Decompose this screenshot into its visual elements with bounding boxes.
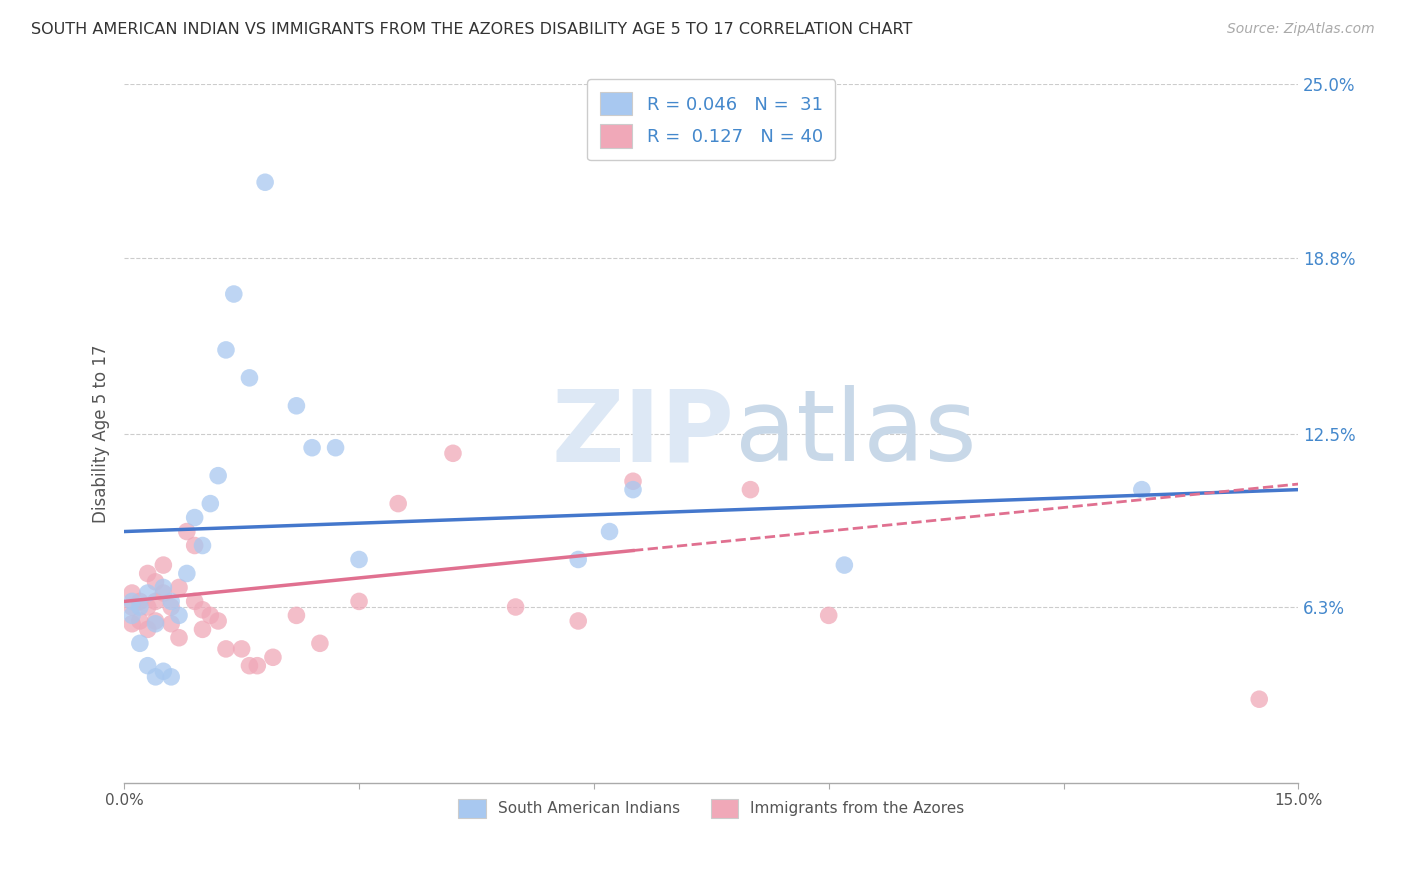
Point [191,623,214,637]
Point [128,594,150,608]
Point [285,608,308,623]
Point [238,658,260,673]
Point [121,616,143,631]
Point [325,441,347,455]
Point [441,446,464,460]
Point [1130,483,1153,497]
Point [207,468,229,483]
Point [238,371,260,385]
Point [246,658,269,673]
Point [152,665,174,679]
Point [160,599,183,614]
Point [347,594,370,608]
Point [621,483,644,497]
Point [167,631,190,645]
Point [262,650,284,665]
Point [136,586,159,600]
Point [183,594,205,608]
Point [183,539,205,553]
Point [200,608,222,623]
Point [309,636,332,650]
Point [176,524,198,539]
Point [152,586,174,600]
Point [387,497,409,511]
Point [301,441,323,455]
Point [200,497,222,511]
Text: Source: ZipAtlas.com: Source: ZipAtlas.com [1227,22,1375,37]
Y-axis label: Disability Age 5 to 17: Disability Age 5 to 17 [93,344,110,523]
Text: SOUTH AMERICAN INDIAN VS IMMIGRANTS FROM THE AZORES DISABILITY AGE 5 TO 17 CORRE: SOUTH AMERICAN INDIAN VS IMMIGRANTS FROM… [31,22,912,37]
Point [121,594,143,608]
Point [621,475,644,489]
Point [160,670,183,684]
Legend: South American Indians, Immigrants from the Azores: South American Indians, Immigrants from … [451,792,970,824]
Point [167,581,190,595]
Point [160,616,183,631]
Point [167,608,190,623]
Point [254,175,277,189]
Point [191,603,214,617]
Point [136,623,159,637]
Point [145,670,167,684]
Point [207,614,229,628]
Point [176,566,198,581]
Point [505,599,527,614]
Text: ZIP: ZIP [553,385,735,483]
Point [121,599,143,614]
Point [145,614,167,628]
Point [567,614,589,628]
Point [231,641,253,656]
Point [599,524,621,539]
Point [145,616,167,631]
Point [215,641,238,656]
Point [817,608,839,623]
Point [160,594,183,608]
Point [152,581,174,595]
Point [183,510,205,524]
Point [128,599,150,614]
Point [215,343,238,357]
Text: atlas: atlas [735,385,976,483]
Point [145,594,167,608]
Point [1249,692,1271,706]
Point [222,287,245,301]
Point [121,608,143,623]
Point [152,558,174,572]
Point [136,566,159,581]
Point [285,399,308,413]
Point [347,552,370,566]
Point [136,658,159,673]
Point [567,552,589,566]
Point [121,586,143,600]
Point [191,539,214,553]
Point [128,614,150,628]
Point [128,636,150,650]
Point [145,574,167,589]
Point [740,483,762,497]
Point [136,599,159,614]
Point [834,558,856,572]
